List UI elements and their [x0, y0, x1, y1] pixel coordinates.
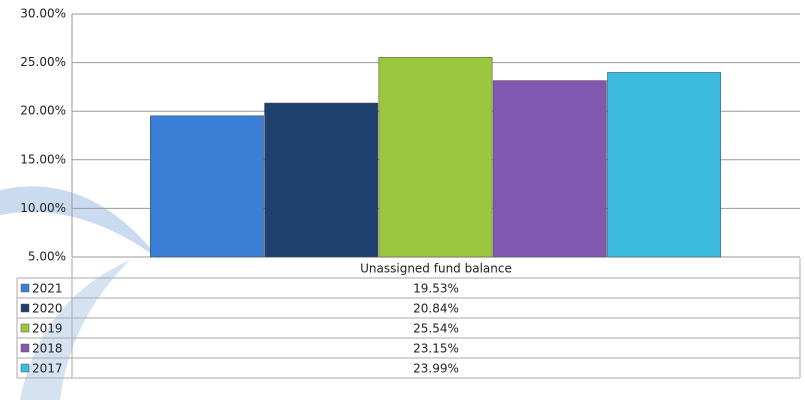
- legend-label: 2019: [32, 322, 63, 336]
- legend-swatch: [20, 343, 30, 353]
- y-tick-label: 20.00%: [20, 104, 66, 118]
- y-tick-label: 25.00%: [20, 55, 66, 69]
- table-value: 23.99%: [413, 362, 459, 376]
- legend-label: 2021: [32, 282, 63, 296]
- legend-swatch: [20, 283, 30, 293]
- bar: [150, 115, 264, 258]
- table-value: 23.15%: [413, 342, 459, 356]
- bar: [492, 80, 607, 258]
- table-value: 20.84%: [413, 302, 459, 316]
- legend-label: 2018: [32, 342, 63, 356]
- bar: [378, 57, 493, 258]
- y-tick-label: 30.00%: [20, 7, 66, 21]
- category-label: Unassigned fund balance: [360, 262, 512, 276]
- legend-label: 2017: [32, 362, 63, 376]
- decor-swoosh: [0, 186, 160, 260]
- table-value: 19.53%: [413, 282, 459, 296]
- bar: [264, 102, 379, 258]
- table-value: 25.54%: [413, 322, 459, 336]
- y-tick-label: 5.00%: [28, 250, 66, 264]
- legend-swatch: [20, 363, 30, 373]
- decor-swoosh: [20, 260, 130, 400]
- legend-label: 2020: [32, 302, 63, 316]
- legend-swatch: [20, 323, 30, 333]
- bar: [607, 72, 721, 258]
- legend-swatch: [20, 303, 30, 313]
- y-tick-label: 15.00%: [20, 152, 66, 166]
- y-tick-label: 10.00%: [20, 201, 66, 215]
